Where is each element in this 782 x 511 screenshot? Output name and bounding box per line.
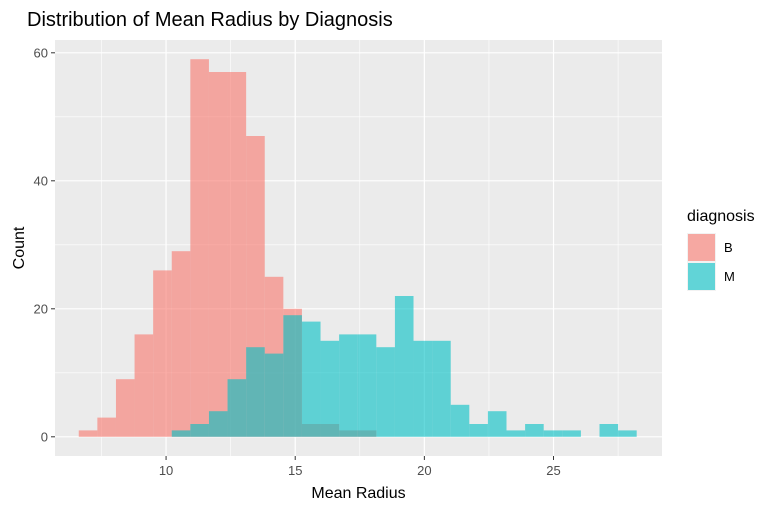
bar-M — [208, 411, 228, 437]
y-tick-label: 60 — [34, 45, 48, 60]
bar-M — [246, 347, 265, 437]
bar-M — [190, 424, 209, 437]
series-M — [171, 296, 637, 437]
bar-B — [115, 379, 135, 437]
bar-M — [432, 340, 451, 437]
legend-label-M: M — [724, 269, 735, 284]
bar-M — [469, 424, 488, 437]
bar-M — [376, 347, 395, 437]
bar-M — [227, 379, 247, 437]
bar-M — [543, 430, 563, 437]
bar-M — [562, 430, 581, 437]
y-tick-label: 20 — [34, 301, 48, 316]
legend-item-B: B — [687, 233, 733, 262]
legend: diagnosis BM — [687, 208, 755, 291]
bar-B — [97, 417, 116, 437]
histogram-bars — [78, 59, 637, 437]
legend-label-B: B — [724, 240, 733, 255]
x-axis-title: Mean Radius — [311, 485, 405, 502]
legend-key-M — [688, 263, 715, 290]
bar-M — [264, 353, 284, 437]
bar-M — [394, 296, 414, 437]
bar-B — [134, 334, 154, 437]
bar-M — [450, 404, 470, 437]
bar-M — [599, 424, 619, 437]
bar-M — [413, 340, 433, 437]
bar-B — [208, 72, 228, 437]
y-axis-title: Count — [11, 226, 28, 269]
chart-title: Distribution of Mean Radius by Diagnosis — [27, 9, 393, 31]
x-tick-label: 25 — [546, 463, 560, 478]
bar-M — [320, 340, 340, 437]
y-tick-label: 40 — [34, 173, 48, 188]
bar-M — [525, 424, 544, 437]
bar-B — [190, 59, 209, 437]
legend-key-B — [688, 234, 715, 261]
legend-item-M: M — [687, 262, 735, 291]
bar-M — [487, 411, 507, 437]
y-axis: 0 20 40 60 — [34, 45, 55, 444]
bar-M — [506, 430, 526, 437]
bar-B — [78, 430, 98, 437]
x-tick-label: 10 — [159, 463, 173, 478]
legend-title: diagnosis — [687, 208, 755, 225]
x-tick-label: 15 — [288, 463, 302, 478]
x-tick-label: 20 — [417, 463, 431, 478]
bar-M — [339, 334, 358, 437]
bar-B — [227, 72, 247, 437]
x-axis: 10 15 20 25 — [159, 456, 561, 478]
bar-M — [171, 430, 191, 437]
bar-M — [301, 321, 321, 437]
series-B — [78, 59, 377, 437]
bar-B — [171, 251, 191, 437]
bar-B — [153, 270, 172, 437]
y-tick-label: 0 — [41, 429, 48, 444]
bar-M — [283, 315, 302, 437]
bar-M — [618, 430, 637, 437]
bar-M — [357, 334, 377, 437]
